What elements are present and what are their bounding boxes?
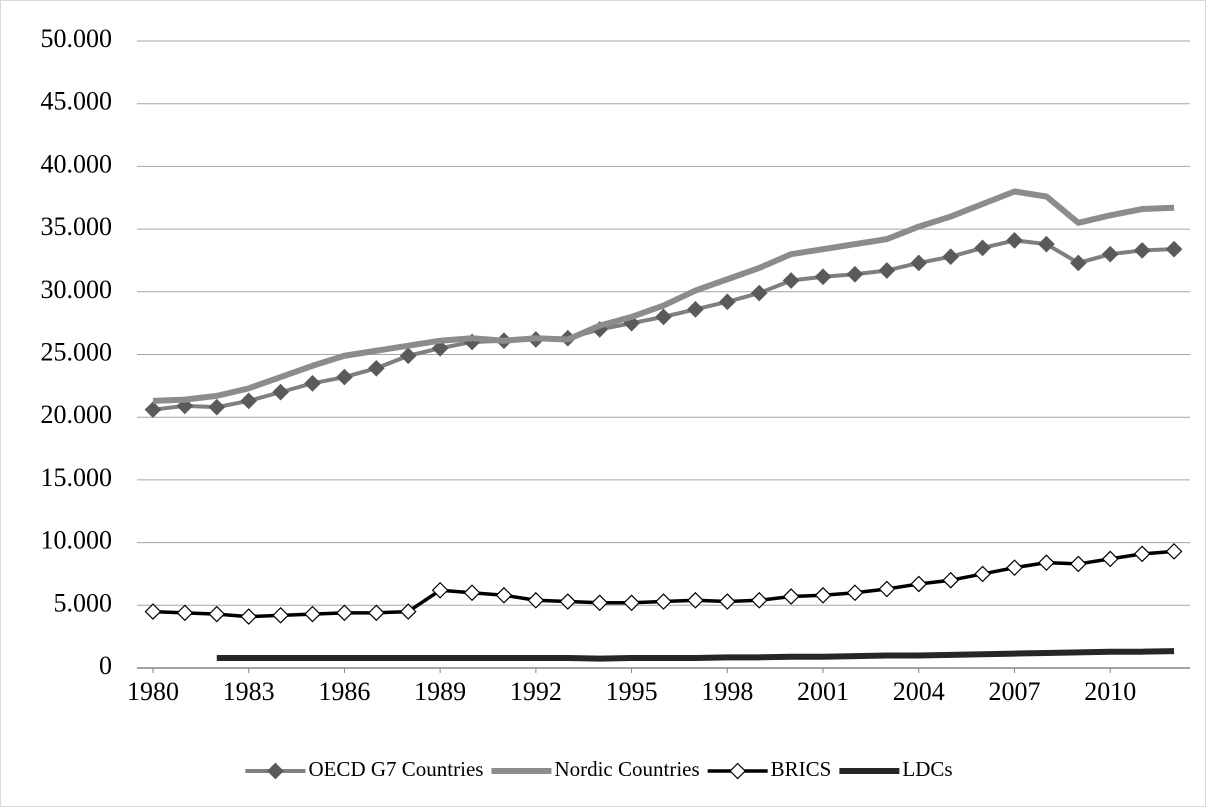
point-marker [431,339,449,357]
point-marker [367,359,385,377]
point-marker [1006,232,1023,249]
y-tick-label: 0 [99,651,112,680]
point-marker [655,308,672,326]
point-marker [1165,543,1183,560]
point-marker [655,593,672,610]
point-marker [814,268,832,286]
point-marker [846,265,864,283]
legend-label: LDCs [902,757,952,781]
y-tick-label: 40.000 [41,149,113,178]
y-tick-label: 5.000 [54,588,113,617]
point-marker [144,401,162,419]
x-tick-label: 2010 [1084,677,1136,706]
x-tick-label: 2004 [893,677,945,706]
x-tick-label: 1980 [127,677,179,706]
point-marker [272,606,289,624]
y-tick-label: 25.000 [41,337,113,366]
point-marker [718,593,736,610]
point-marker [974,239,991,257]
legend-label: Nordic Countries [554,757,699,781]
series-line [216,648,1175,662]
x-tick-label: 1989 [414,677,466,706]
x-tick-label: 1992 [510,677,562,706]
point-marker [1101,550,1119,568]
point-marker [1133,242,1151,259]
point-marker [687,591,704,609]
legend-label: OECD G7 Countries [308,757,483,781]
legend-marker [267,762,284,780]
y-tick-label: 45.000 [41,87,113,116]
point-marker [974,565,991,583]
point-marker [144,603,162,620]
x-tick-label: 1983 [223,677,275,706]
x-tick-label: 2007 [989,677,1041,706]
point-marker [336,604,353,622]
x-tick-label: 1986 [318,677,370,706]
point-marker [814,586,832,604]
point-marker [942,248,960,266]
point-marker [463,584,481,602]
point-marker [1101,245,1119,263]
point-marker [304,374,321,392]
point-marker [399,347,417,365]
y-tick-label: 50.000 [41,24,113,53]
point-marker [431,581,449,599]
point-marker [687,301,704,318]
point-marker [208,605,226,623]
point-marker [1006,559,1023,577]
point-marker [782,588,800,605]
point-marker [1038,554,1055,572]
point-marker [750,284,768,302]
point-marker [1133,545,1151,563]
point-marker [591,594,609,612]
point-marker [399,603,417,620]
point-marker [240,608,258,625]
point-marker [495,586,513,604]
point-marker [240,392,258,410]
point-marker [1069,555,1087,573]
legend-label: BRICS [771,757,832,781]
point-marker [176,604,194,622]
x-tick-label: 2001 [797,677,849,706]
y-tick-label: 35.000 [41,212,113,241]
point-marker [336,368,353,386]
legend-marker [729,762,747,780]
series-line [152,188,1175,404]
point-marker [878,262,896,279]
point-marker [304,605,321,623]
point-marker [272,383,289,401]
y-tick-label: 15.000 [41,463,113,492]
point-marker [910,575,928,593]
point-marker [559,593,577,610]
point-marker [1038,235,1055,253]
y-tick-label: 10.000 [41,526,113,555]
point-marker [527,591,545,609]
point-marker [782,272,800,289]
point-marker [208,398,226,416]
point-marker [942,571,960,589]
point-marker [367,604,385,622]
point-marker [878,580,896,598]
point-marker [1165,240,1183,258]
x-tick-label: 1995 [606,677,658,706]
point-marker [910,254,928,272]
y-tick-label: 30.000 [41,275,113,304]
point-marker [846,584,864,602]
point-marker [623,594,640,612]
point-marker [750,591,768,609]
y-tick-label: 20.000 [41,400,113,429]
x-tick-label: 1998 [701,677,753,706]
point-marker [1069,254,1087,272]
point-marker [718,293,736,311]
